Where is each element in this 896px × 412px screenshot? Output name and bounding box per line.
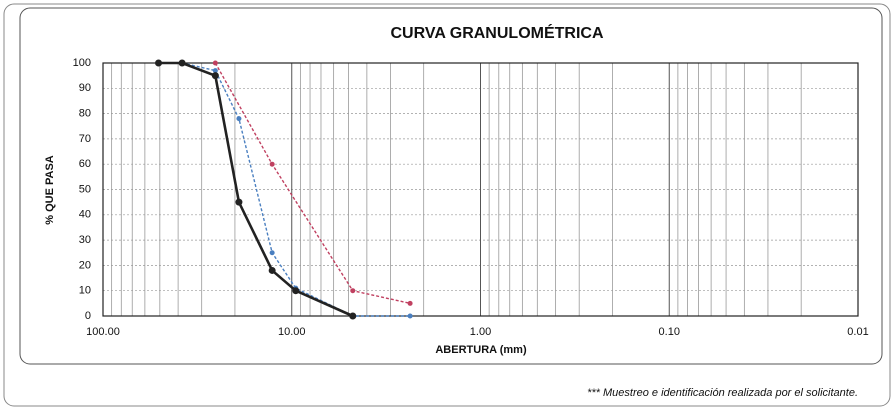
y-axis-label: % QUE PASA [44, 155, 56, 225]
data-point [292, 287, 300, 295]
y-tick-label: 100 [73, 57, 91, 69]
x-tick-label: 10.00 [278, 326, 306, 338]
data-point [211, 72, 219, 80]
chart-title: CURVA GRANULOMÉTRICA [390, 23, 603, 42]
x-tick-label: 0.10 [659, 326, 680, 338]
data-point [407, 300, 413, 306]
data-point [268, 266, 276, 274]
data-point [349, 312, 357, 320]
y-tick-label: 50 [79, 183, 91, 195]
data-point [269, 161, 275, 167]
data-point [350, 288, 356, 294]
data-point [407, 313, 413, 319]
data-point [236, 116, 242, 122]
y-tick-label: 80 [79, 108, 91, 120]
y-tick-label: 70 [79, 133, 91, 145]
data-point [235, 198, 243, 206]
y-tick-label: 20 [79, 259, 91, 271]
y-tick-label: 30 [79, 234, 91, 246]
data-point [269, 250, 275, 256]
y-tick-label: 40 [79, 209, 91, 221]
y-tick-label: 0 [85, 310, 91, 322]
y-tick-label: 90 [79, 82, 91, 94]
chart-frame [19, 7, 883, 365]
footnote: *** Muestreo e identificación realizada … [587, 387, 858, 399]
x-axis-label: ABERTURA (mm) [435, 344, 527, 356]
data-point [212, 68, 218, 74]
plot-border [102, 62, 859, 317]
data-point [212, 60, 218, 66]
x-tick-label: 1.00 [470, 326, 491, 338]
outer-frame [3, 3, 891, 407]
x-tick-label: 0.01 [847, 326, 868, 338]
y-tick-label: 10 [79, 285, 91, 297]
data-point [178, 59, 186, 67]
series-line [214, 62, 411, 305]
data-point [155, 59, 163, 67]
y-tick-label: 60 [79, 158, 91, 170]
x-tick-label: 100.00 [86, 326, 120, 338]
